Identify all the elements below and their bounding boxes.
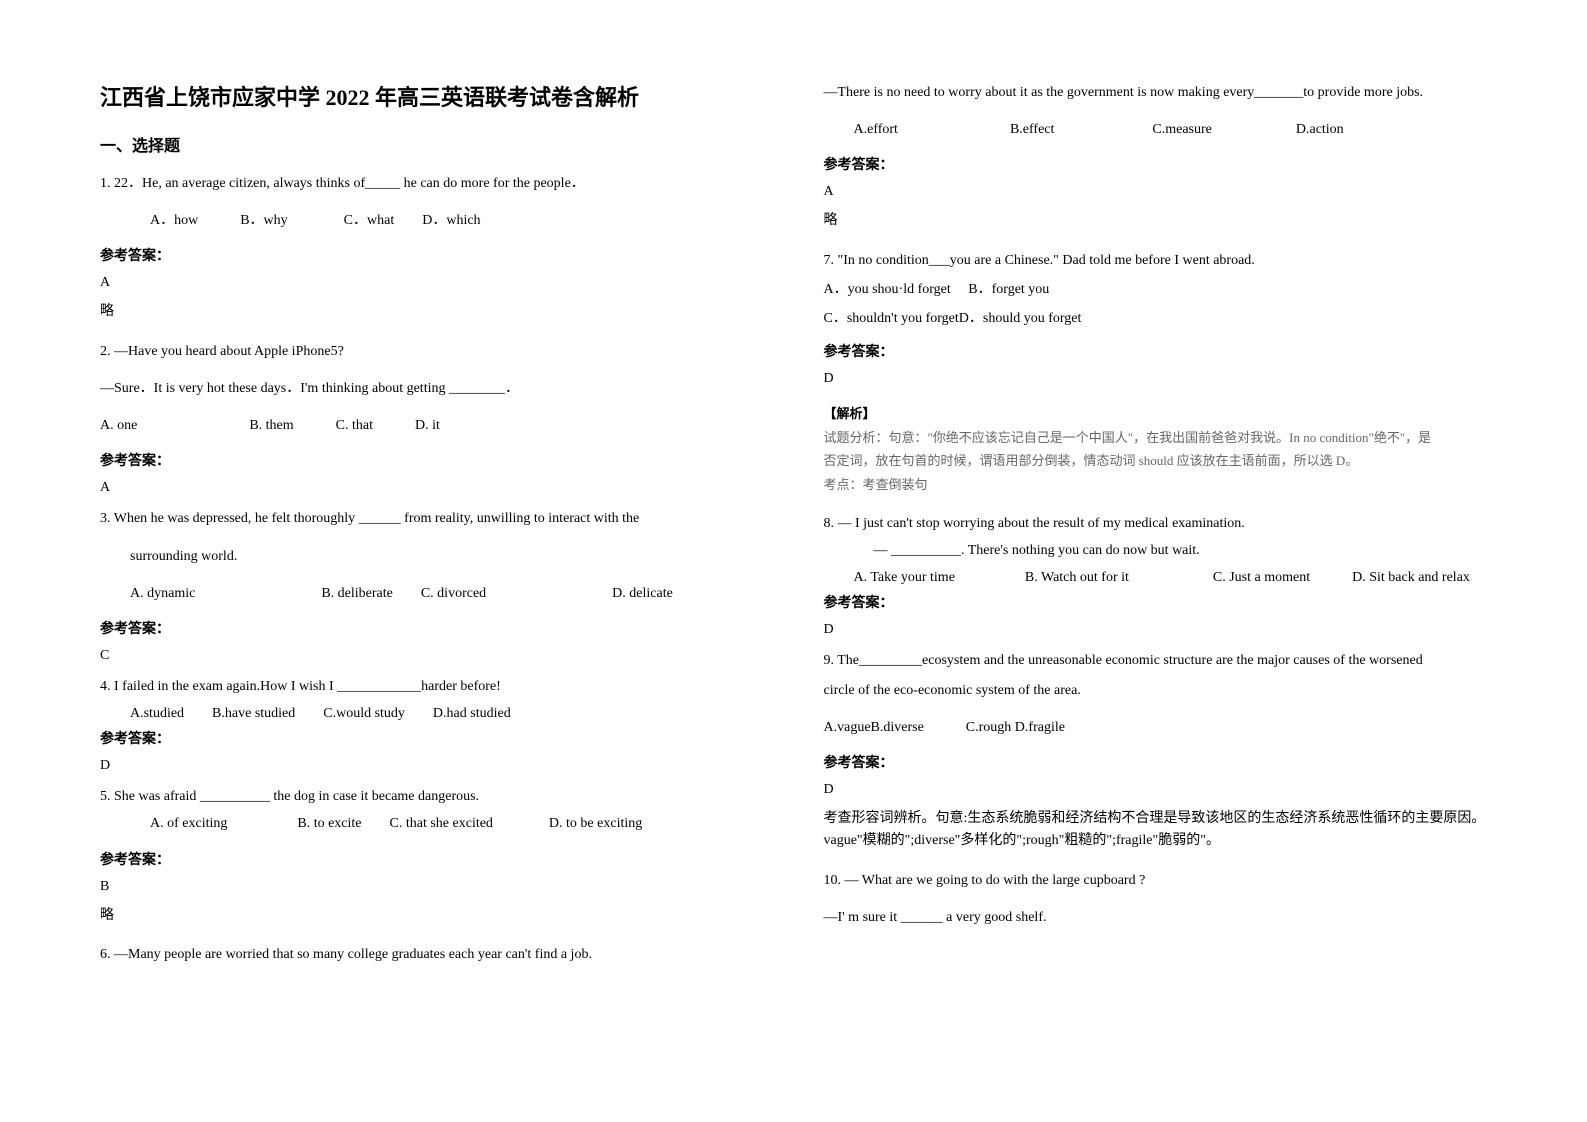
q9-note: 考查形容词辨析。句意:生态系统脆弱和经济结构不合理是导致该地区的生态经济系统恶性… [824, 808, 1488, 853]
q8-answer: D [824, 622, 1488, 638]
q9-text2: circle of the eco-economic system of the… [824, 678, 1488, 703]
left-column: 江西省上饶市应家中学 2022 年高三英语联考试卷含解析 一、选择题 1. 22… [100, 80, 764, 979]
q6-answer: A [824, 184, 1488, 200]
q7-analysis-1: 试题分析：句意："你绝不应该忘记自己是一个中国人"，在我出国前爸爸对我说。In … [824, 426, 1488, 449]
q7-text: 7. "In no condition___you are a Chinese.… [824, 248, 1488, 273]
q4-answer-label: 参考答案： [100, 728, 764, 748]
q8-text2: — __________. There's nothing you can do… [824, 538, 1488, 563]
q9-options: A.vagueB.diverse C.rough D.fragile [824, 715, 1488, 740]
q6-text: 6. —Many people are worried that so many… [100, 942, 764, 967]
q10-text: 10. — What are we going to do with the l… [824, 868, 1488, 893]
q1-answer-label: 参考答案： [100, 245, 764, 265]
q9-answer-label: 参考答案： [824, 752, 1488, 772]
q6-options: A.effort B.effect C.measure D.action [824, 117, 1488, 142]
q9-answer: D [824, 782, 1488, 798]
q3-answer-label: 参考答案： [100, 618, 764, 638]
q4-answer: D [100, 758, 764, 774]
q7-opt-a: A．you shou·ld forget B．forget you [824, 277, 1488, 302]
q7-analysis-2: 否定词，放在句首的时候，谓语用部分倒装，情态动词 should 应该放在主语前面… [824, 449, 1488, 472]
q7-analysis-header: 【解析】 [824, 402, 1488, 425]
q4-options: A.studied B.have studied C.would study D… [100, 701, 764, 726]
q9-text: 9. The_________ecosystem and the unreaso… [824, 648, 1488, 673]
q7-opt-c: C．shouldn't you forgetD．should you forge… [824, 306, 1488, 331]
q6-note: 略 [824, 210, 1488, 232]
section-header: 一、选择题 [100, 132, 764, 156]
q5-text: 5. She was afraid __________ the dog in … [100, 784, 764, 809]
q6-text2: —There is no need to worry about it as t… [824, 80, 1488, 105]
q1-text: 1. 22．He, an average citizen, always thi… [100, 171, 764, 196]
q3-text: 3. When he was depressed, he felt thorou… [100, 506, 764, 531]
q2-text2: —Sure．It is very hot these days．I'm thin… [100, 376, 764, 401]
q8-text: 8. — I just can't stop worrying about th… [824, 511, 1488, 536]
right-column: —There is no need to worry about it as t… [824, 80, 1488, 979]
q8-options: A. Take your time B. Watch out for it C.… [824, 565, 1488, 590]
q2-text: 2. —Have you heard about Apple iPhone5? [100, 339, 764, 364]
q1-note: 略 [100, 301, 764, 323]
q5-answer-label: 参考答案： [100, 849, 764, 869]
q3-options: A. dynamic B. deliberate C. divorced D. … [100, 581, 764, 606]
q5-note: 略 [100, 905, 764, 927]
q8-answer-label: 参考答案： [824, 592, 1488, 612]
q6-answer-label: 参考答案： [824, 154, 1488, 174]
q2-options: A. one B. them C. that D. it [100, 413, 764, 438]
q10-text2: —I' m sure it ______ a very good shelf. [824, 905, 1488, 930]
document-title: 江西省上饶市应家中学 2022 年高三英语联考试卷含解析 [100, 80, 764, 112]
q7-answer: D [824, 371, 1488, 387]
q2-answer-label: 参考答案： [100, 450, 764, 470]
q1-answer: A [100, 275, 764, 291]
q5-answer: B [100, 879, 764, 895]
q3-text2: surrounding world. [100, 544, 764, 569]
q4-text: 4. I failed in the exam again.How I wish… [100, 674, 764, 699]
q1-options: A．how B．why C．what D．which [100, 208, 764, 233]
q7-analysis-3: 考点：考查倒装句 [824, 473, 1488, 496]
q2-answer: A [100, 480, 764, 496]
q3-answer: C [100, 648, 764, 664]
q7-answer-label: 参考答案： [824, 341, 1488, 361]
q5-options: A. of exciting B. to excite C. that she … [100, 811, 764, 836]
